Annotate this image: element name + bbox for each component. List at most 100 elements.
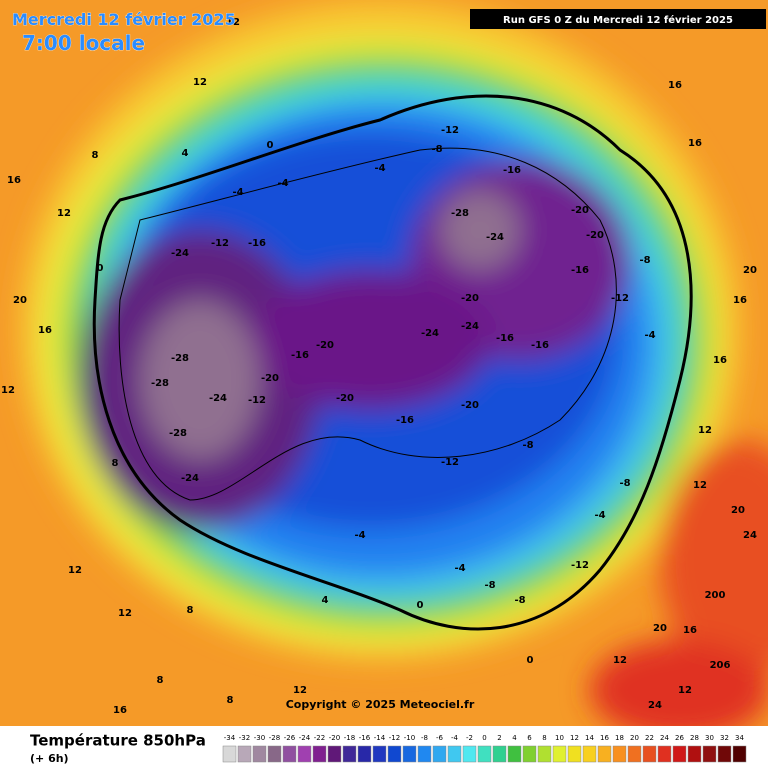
colorbar-swatch [522,745,537,763]
colorbar-swatch [612,745,627,763]
temperature-label: 0 [417,600,424,611]
temperature-label: 12 [118,608,132,619]
colorbar-swatch [282,745,297,763]
colorbar-tick-label: -16 [359,734,371,742]
colorbar-tick-label: 26 [675,734,684,742]
temperature-label: 12 [693,480,707,491]
temperature-label: -4 [374,163,385,174]
temperature-label: -4 [644,330,655,341]
colorbar-tick-label: 22 [645,734,654,742]
colorbar-swatch [417,745,432,763]
temperature-label: -16 [248,238,266,249]
temperature-label: -24 [461,321,479,332]
copyright: Copyright © 2025 Meteociel.fr [286,698,475,711]
temperature-label: -8 [484,580,495,591]
temperature-label: 12 [68,565,82,576]
temperature-label: -12 [441,457,459,468]
temperature-label: 20 [731,505,745,516]
temperature-label: -16 [503,165,521,176]
temperature-label: -12 [211,238,229,249]
colorbar-swatch [312,745,327,763]
colorbar-swatch [477,745,492,763]
colorbar-tick-label: 0 [482,734,486,742]
temperature-label: 200 [705,590,726,601]
temperature-label: -20 [461,400,479,411]
temperature-label: -20 [261,373,279,384]
colorbar-tick-label: 34 [735,734,744,742]
colorbar-tick-label: -20 [329,734,340,742]
temperature-label: -28 [451,208,469,219]
colorbar-swatch [372,745,387,763]
colorbar-tick-label: 10 [555,734,564,742]
zero-isotherm [92,94,693,631]
colorbar-swatch [627,745,642,763]
colorbar-tick-label: 12 [570,734,579,742]
temperature-label: 20 [13,295,27,306]
colorbar-swatch [552,745,567,763]
colorbar-tick-label: 32 [720,734,729,742]
colorbar-swatch [732,745,747,763]
temperature-label: 12 [1,385,15,396]
colorbar-tick-label: 8 [542,734,546,742]
colorbar-tick-label: 24 [660,734,669,742]
temperature-label: -16 [571,265,589,276]
temperature-label: -28 [151,378,169,389]
colorbar-tick-label: -26 [284,734,296,742]
temperature-label: -12 [611,293,629,304]
temperature-label: -20 [316,340,334,351]
colorbar-swatch [327,745,342,763]
colorbar-tick-label: -10 [404,734,415,742]
lead-time: (+ 6h) [30,752,69,765]
temperature-label: -24 [181,473,199,484]
colorbar-swatch [642,745,657,763]
temperature-label: 20 [743,265,757,276]
temperature-label: 12 [57,208,71,219]
colorbar-swatch [222,745,237,763]
temperature-label: 20 [653,623,667,634]
temperature-field [20,0,768,726]
temperature-label: 12 [698,425,712,436]
temperature-label: -24 [421,328,439,339]
colorbar-tick-label: 6 [527,734,532,742]
colorbar-tick-label: -32 [239,734,250,742]
temperature-label: 16 [7,175,21,186]
temperature-label: -4 [354,530,365,541]
colorbar-swatch [267,745,282,763]
temperature-label: -20 [336,393,354,404]
colorbar-swatch [492,745,507,763]
colorbar-tick-label: -22 [314,734,325,742]
colorbar-swatch [717,745,732,763]
temperature-label: 206 [710,660,731,671]
temperature-label: -16 [396,415,414,426]
temperature-label: 8 [112,458,119,469]
temperature-label: -16 [496,333,514,344]
temperature-label: -8 [522,440,533,451]
colorbar-tick-label: -30 [254,734,265,742]
temperature-label: 0 [97,263,104,274]
colorbar-swatch [567,745,582,763]
run-info: Run GFS 0 Z du Mercredi 12 février 2025 [503,14,733,26]
temperature-label: 4 [182,148,189,159]
isotherm [118,147,617,501]
temperature-label: -8 [514,595,525,606]
temperature-label: 16 [38,325,52,336]
temperature-label: -28 [171,353,189,364]
temperature-label: 0 [527,655,534,666]
temperature-label: -20 [586,230,604,241]
colorbar-tick-label: 28 [690,734,699,742]
colorbar-swatch [252,745,267,763]
colorbar-swatch [582,745,597,763]
colorbar-tick-label: -28 [269,734,280,742]
temperature-label: 8 [227,695,234,706]
colorbar-swatch [507,745,522,763]
colorbar-swatch [702,745,717,763]
temperature-label: 12 [613,655,627,666]
colorbar-tick-label: 16 [600,734,609,742]
colorbar-tick-label: 14 [585,734,594,742]
temperature-label: 12 [226,17,240,28]
colorbar-swatch [342,745,357,763]
temperature-label: 12 [678,685,692,696]
time-title: 7:00 locale [22,31,145,55]
temperature-label: 12 [193,77,207,88]
colorbar-tick-label: -4 [451,734,459,742]
